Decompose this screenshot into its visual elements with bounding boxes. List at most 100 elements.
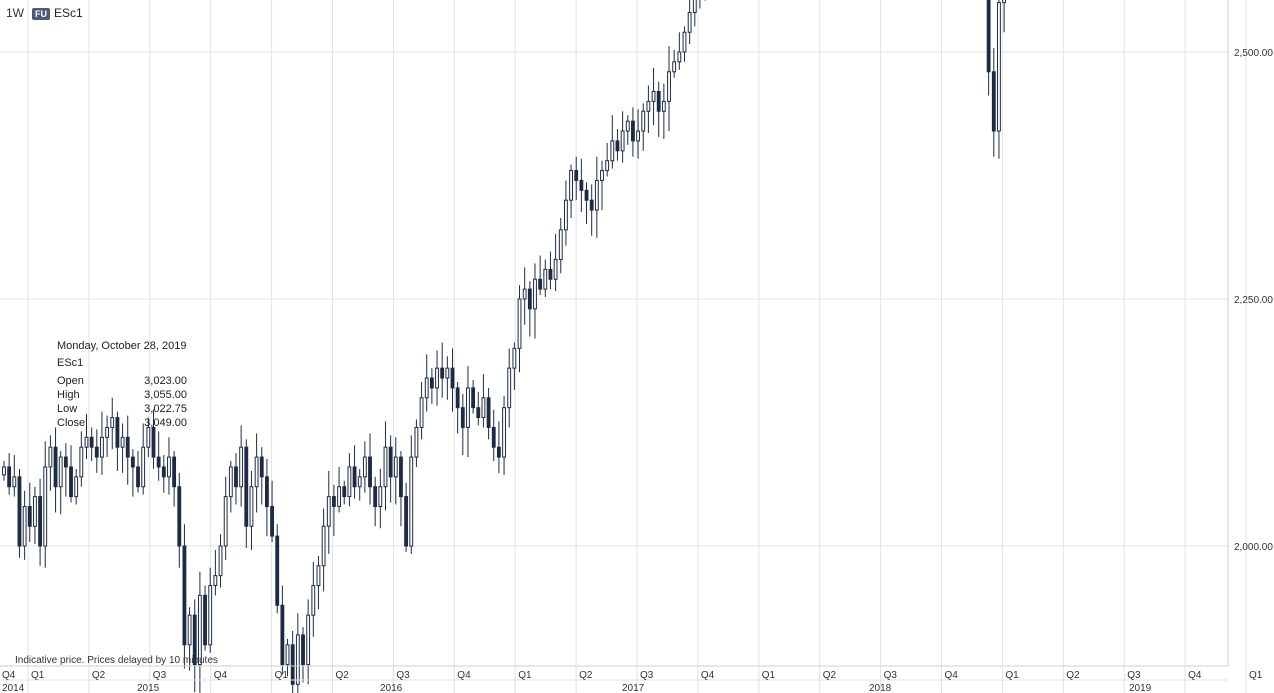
candle-body [445, 367, 450, 379]
candle-body [161, 466, 166, 478]
candle-body [177, 486, 182, 547]
x-quarter-label: Q1 [275, 670, 289, 681]
x-axis: Q4 Q1 Q2 Q3 Q4 Q1 Q2 Q3 Q4 Q1 Q2 Q3 Q4 Q1 Q2 Q3 Q4 Q1 Q2 Q3… [0, 665, 1263, 693]
ohlc-info-panel: Monday, October 28, 2019 ESc1 Open 3,023… [57, 340, 187, 430]
candle-body [986, 0, 991, 73]
x-quarter-label: Q3 [1127, 670, 1141, 681]
candle-body [414, 426, 419, 458]
candle-body [383, 446, 388, 488]
candle-body [357, 476, 362, 488]
y-tick-label: 2,250.00 [1234, 295, 1273, 306]
candle-body [466, 387, 470, 428]
x-quarter-label: Q3 [396, 670, 410, 681]
interval-selector[interactable]: 1W [6, 6, 24, 20]
candle-body [636, 130, 641, 142]
x-quarter-label: Q2 [823, 670, 837, 681]
candle-body [316, 565, 321, 587]
candle-body [249, 486, 254, 527]
candle-body [218, 545, 223, 577]
candle-body [48, 446, 53, 468]
x-quarter-label: Q4 [1188, 670, 1202, 681]
candle-body [27, 505, 32, 527]
x-quarter-label: Q1 [31, 670, 45, 681]
candle-body [295, 634, 300, 685]
info-label: Close [57, 417, 86, 429]
candle-body [378, 486, 383, 507]
candle-body [620, 130, 625, 152]
candle-body [388, 446, 393, 478]
candle-body [393, 456, 398, 478]
candle-body [419, 397, 424, 428]
candle-body [84, 436, 89, 448]
candle-body [373, 486, 378, 507]
x-quarter-label: Q4 [457, 670, 471, 681]
candle-body [687, 11, 692, 33]
candle-body [368, 456, 372, 488]
candle-body [187, 614, 192, 646]
candle-body [997, 2, 1001, 132]
info-value: 3,023.00 [144, 375, 187, 387]
candle-body [548, 268, 553, 280]
x-quarter-label: Q3 [884, 670, 898, 681]
candle-body [136, 466, 140, 488]
candle-body [409, 456, 414, 547]
info-label: High [57, 389, 80, 401]
candle-body [558, 229, 563, 260]
candle-body [656, 91, 661, 112]
x-year-label: 2015 [137, 683, 160, 693]
candle-body [641, 110, 646, 132]
candle-body [450, 367, 455, 389]
candle-body [491, 426, 496, 448]
candle-body [275, 535, 280, 606]
candle-body [517, 298, 522, 349]
info-row-low: Low 3,022.75 [57, 402, 187, 416]
candle-body [228, 466, 233, 498]
info-value: 3,022.75 [144, 403, 187, 415]
candle-body [460, 407, 465, 428]
candle-body [264, 476, 269, 507]
candle-body [130, 456, 135, 468]
candle-body [53, 446, 58, 488]
x-quarter-label: Q1 [1005, 670, 1019, 681]
x-quarter-label: Q4 [945, 670, 959, 681]
info-label: Low [57, 403, 78, 415]
candle-body [332, 496, 336, 507]
candle-body [527, 288, 532, 310]
candle-body [682, 31, 687, 53]
candle-body [646, 100, 651, 112]
candle-body [254, 456, 259, 488]
x-quarter-label: Q2 [336, 670, 350, 681]
chart-grid [0, 0, 1247, 666]
candle-body [79, 446, 84, 478]
candle-body [141, 446, 146, 488]
candle-body [213, 575, 218, 587]
candle-body [63, 456, 68, 468]
candle-body [125, 436, 130, 458]
symbol-selector[interactable]: FU ESc1 [32, 6, 83, 20]
candle-body [94, 446, 99, 458]
info-label: Open [57, 375, 84, 387]
candle-body [352, 466, 357, 488]
candle-body [105, 426, 110, 438]
candle-body [151, 426, 156, 458]
candle-body [476, 407, 481, 419]
candle-body [182, 545, 187, 646]
candle-body [594, 179, 599, 211]
candle-body [605, 160, 610, 172]
candle-body [512, 347, 517, 369]
candle-body [347, 466, 352, 498]
chart-toolbar: 1W FU ESc1 [6, 5, 83, 21]
candle-body [481, 397, 486, 419]
candle-body [89, 436, 94, 448]
candle-body [244, 446, 249, 527]
candle-body [203, 594, 207, 646]
candle-body [301, 634, 305, 666]
candle-body [146, 426, 151, 448]
x-year-label: 2014 [2, 683, 25, 693]
candle-body [991, 71, 996, 132]
candle-body [610, 140, 615, 162]
x-quarter-label: Q3 [640, 670, 654, 681]
info-row-close: Close 3,049.00 [57, 416, 187, 430]
candle-body [661, 100, 666, 112]
